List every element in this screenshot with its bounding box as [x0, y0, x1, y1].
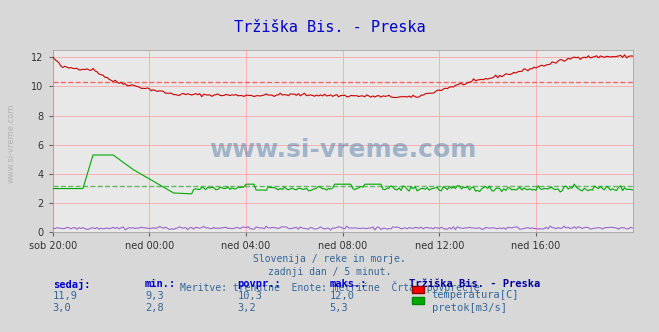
Text: Tržiška Bis. - Preska: Tržiška Bis. - Preska: [234, 20, 425, 35]
Text: Slovenija / reke in morje.: Slovenija / reke in morje.: [253, 254, 406, 264]
Text: www.si-vreme.com: www.si-vreme.com: [7, 103, 16, 183]
Text: pretok[m3/s]: pretok[m3/s]: [432, 303, 507, 313]
Text: povpr.:: povpr.:: [237, 279, 281, 289]
Text: 2,8: 2,8: [145, 303, 163, 313]
Text: 3,2: 3,2: [237, 303, 256, 313]
Text: zadnji dan / 5 minut.: zadnji dan / 5 minut.: [268, 267, 391, 277]
Text: temperatura[C]: temperatura[C]: [432, 290, 519, 300]
Text: sedaj:: sedaj:: [53, 279, 90, 290]
Text: www.si-vreme.com: www.si-vreme.com: [209, 138, 476, 162]
Text: 10,3: 10,3: [237, 290, 262, 300]
Text: maks.:: maks.:: [330, 279, 367, 289]
Text: min.:: min.:: [145, 279, 176, 289]
Text: 9,3: 9,3: [145, 290, 163, 300]
Text: Tržiška Bis. - Preska: Tržiška Bis. - Preska: [409, 279, 540, 289]
Text: 5,3: 5,3: [330, 303, 348, 313]
Text: 12,0: 12,0: [330, 290, 355, 300]
Text: Meritve: trenutne  Enote: metrične  Črta: povprečje: Meritve: trenutne Enote: metrične Črta: …: [180, 281, 479, 292]
Text: 11,9: 11,9: [53, 290, 78, 300]
Text: 3,0: 3,0: [53, 303, 71, 313]
